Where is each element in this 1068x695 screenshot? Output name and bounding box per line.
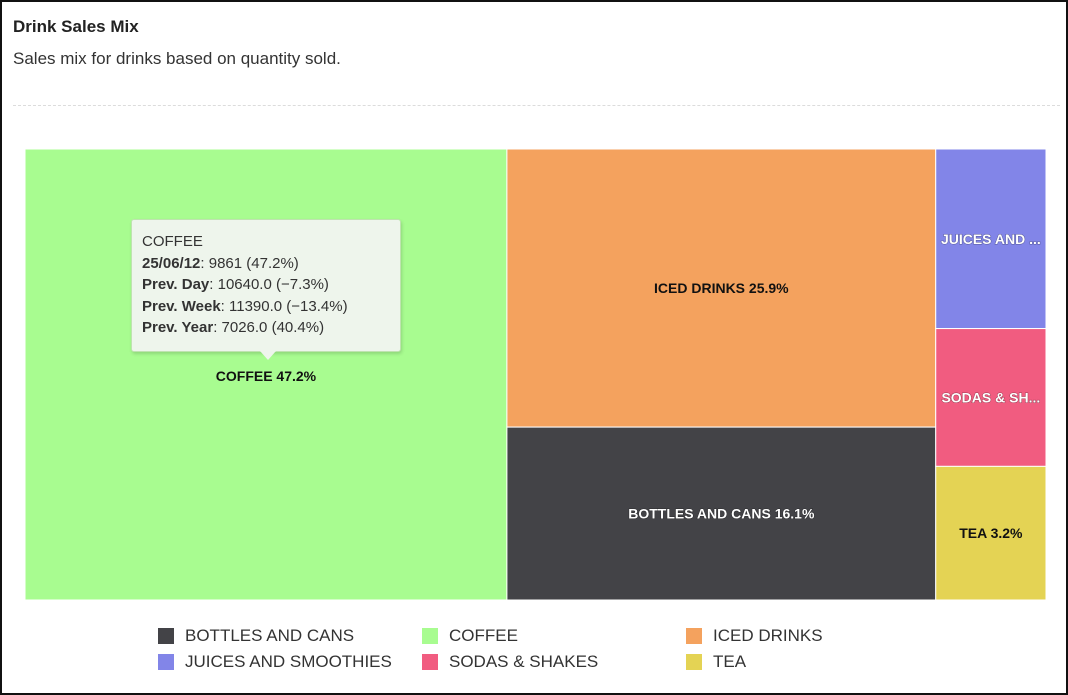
treemap-tile-tea[interactable] <box>935 465 1047 601</box>
header-divider <box>13 105 1060 106</box>
legend-label: SODAS & SHAKES <box>449 652 599 671</box>
treemap-label-bottles-and-cans: BOTTLES AND CANS 16.1% <box>628 506 815 522</box>
legend-item-juices-and-smoothies[interactable]: JUICES AND SMOOTHIES <box>158 652 392 672</box>
chart-title: Drink Sales Mix <box>13 17 139 36</box>
legend-label: ICED DRINKS <box>713 626 823 645</box>
tooltip-pointer <box>260 351 276 360</box>
legend-item-bottles-and-cans[interactable]: BOTTLES AND CANS <box>158 626 354 646</box>
treemap-label-sodas-shakes: SODAS & SH... <box>941 389 1040 405</box>
legend-label: JUICES AND SMOOTHIES <box>185 652 392 671</box>
treemap-tile-bottles-and-cans[interactable] <box>506 426 937 601</box>
legend-swatch <box>158 628 174 644</box>
legend-swatch <box>422 654 438 670</box>
legend-swatch <box>158 654 174 670</box>
legend-item-tea[interactable]: TEA <box>686 652 746 672</box>
treemap-label-tea: TEA 3.2% <box>959 525 1023 541</box>
coffee-tooltip: COFFEE 25/06/12: 9861 (47.2%) Prev. Day:… <box>131 219 401 360</box>
treemap-tile-sodas-shakes[interactable] <box>935 328 1047 467</box>
tooltip-row-label: Prev. Week <box>142 297 221 315</box>
chart-subtitle: Sales mix for drinks based on quantity s… <box>13 49 341 68</box>
treemap-tile-iced-drinks[interactable] <box>506 148 937 428</box>
treemap-label-coffee: COFFEE 47.2% <box>216 368 317 384</box>
tooltip-row-prev-day: Prev. Day: 10640.0 (−7.3%) <box>142 274 390 296</box>
legend-item-sodas-shakes[interactable]: SODAS & SHAKES <box>422 652 598 672</box>
tooltip-series-name: COFFEE <box>142 233 203 250</box>
tooltip-row-label: 25/06/12 <box>142 254 201 272</box>
tooltip-row-value: : 7026.0 (40.4%) <box>213 319 325 336</box>
tooltip-row-label: Prev. Day <box>142 276 210 293</box>
treemap-tile-juices-and-smoothies[interactable] <box>935 148 1047 330</box>
tooltip-row-value: : 9861 (47.2%) <box>200 254 299 272</box>
tooltip-row-prev-week: Prev. Week: 11390.0 (−13.4%) <box>142 296 390 318</box>
tooltip-row-value: : 11390.0 (−13.4%) <box>220 297 348 315</box>
legend-label: COFFEE <box>449 626 518 645</box>
legend-swatch <box>686 628 702 644</box>
legend-swatch <box>686 654 702 670</box>
tooltip-row-current: 25/06/12: 9861 (47.2%) <box>142 253 390 275</box>
legend-item-iced-drinks[interactable]: ICED DRINKS <box>686 626 823 646</box>
treemap-label-juices-and-smoothies: JUICES AND ... <box>941 231 1041 247</box>
tooltip-row-value: : 10640.0 (−7.3%) <box>209 276 329 293</box>
treemap-label-iced-drinks: ICED DRINKS 25.9% <box>654 280 789 296</box>
legend-item-coffee[interactable]: COFFEE <box>422 626 518 646</box>
legend-label: BOTTLES AND CANS <box>185 626 355 645</box>
tooltip-row-prev-year: Prev. Year: 7026.0 (40.4%) <box>142 317 390 339</box>
tooltip-row-label: Prev. Year <box>142 319 214 336</box>
legend-label: TEA <box>713 652 747 671</box>
legend-swatch <box>422 628 438 644</box>
